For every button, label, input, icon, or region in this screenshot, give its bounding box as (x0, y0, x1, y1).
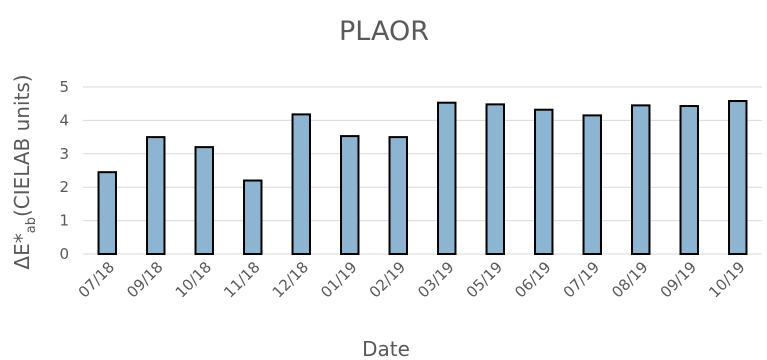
x-tick-label: 01/19 (317, 258, 360, 301)
y-axis-ticks: 0 1 2 3 4 5 (59, 78, 69, 263)
bar (437, 101, 457, 255)
y-tick-label: 3 (59, 145, 69, 163)
bar (340, 135, 360, 256)
x-tick-label: 11/18 (220, 258, 263, 301)
bars (97, 100, 748, 256)
bar (146, 136, 166, 256)
bar (679, 105, 699, 256)
bar (243, 179, 263, 256)
y-tick-label: 4 (59, 111, 69, 129)
y-tick-label: 1 (59, 212, 69, 230)
bar (194, 146, 214, 255)
gridlines (83, 86, 762, 255)
y-axis-label-subscript: ab (24, 217, 39, 233)
bar (485, 103, 505, 255)
x-tick-label: 12/18 (269, 258, 312, 301)
x-axis-ticks: 07/18 09/18 10/18 11/18 12/18 01/19 02/19 03/19… (75, 258, 749, 301)
x-tick-label: 08/19 (608, 258, 651, 301)
x-tick-label: 09/19 (657, 258, 700, 301)
x-tick-label: 10/18 (172, 258, 215, 301)
y-axis-label-prefix: ΔE* (10, 233, 34, 269)
x-tick-label: 05/19 (463, 258, 506, 301)
y-axis-label: ΔE*ab(CIELAB units) (10, 74, 39, 269)
bar (582, 114, 602, 255)
chart-title: PLAOR (339, 16, 429, 47)
y-tick-label: 5 (59, 78, 69, 96)
bar (97, 171, 117, 255)
bar (291, 113, 311, 255)
y-axis-label-suffix: (CIELAB units) (10, 74, 34, 217)
y-tick-label: 2 (59, 178, 69, 196)
x-tick-label: 03/19 (414, 258, 457, 301)
x-axis-label: Date (362, 337, 410, 360)
y-tick-label: 0 (59, 245, 69, 263)
x-tick-label: 07/19 (560, 258, 603, 301)
x-tick-label: 09/18 (123, 258, 166, 301)
x-tick-label: 02/19 (366, 258, 409, 301)
bar (728, 100, 748, 255)
x-tick-label: 07/18 (75, 258, 118, 301)
x-tick-label: 10/19 (705, 258, 748, 301)
bar (534, 108, 554, 255)
bar (631, 104, 651, 256)
bar (388, 136, 408, 256)
x-tick-label: 06/19 (511, 258, 554, 301)
